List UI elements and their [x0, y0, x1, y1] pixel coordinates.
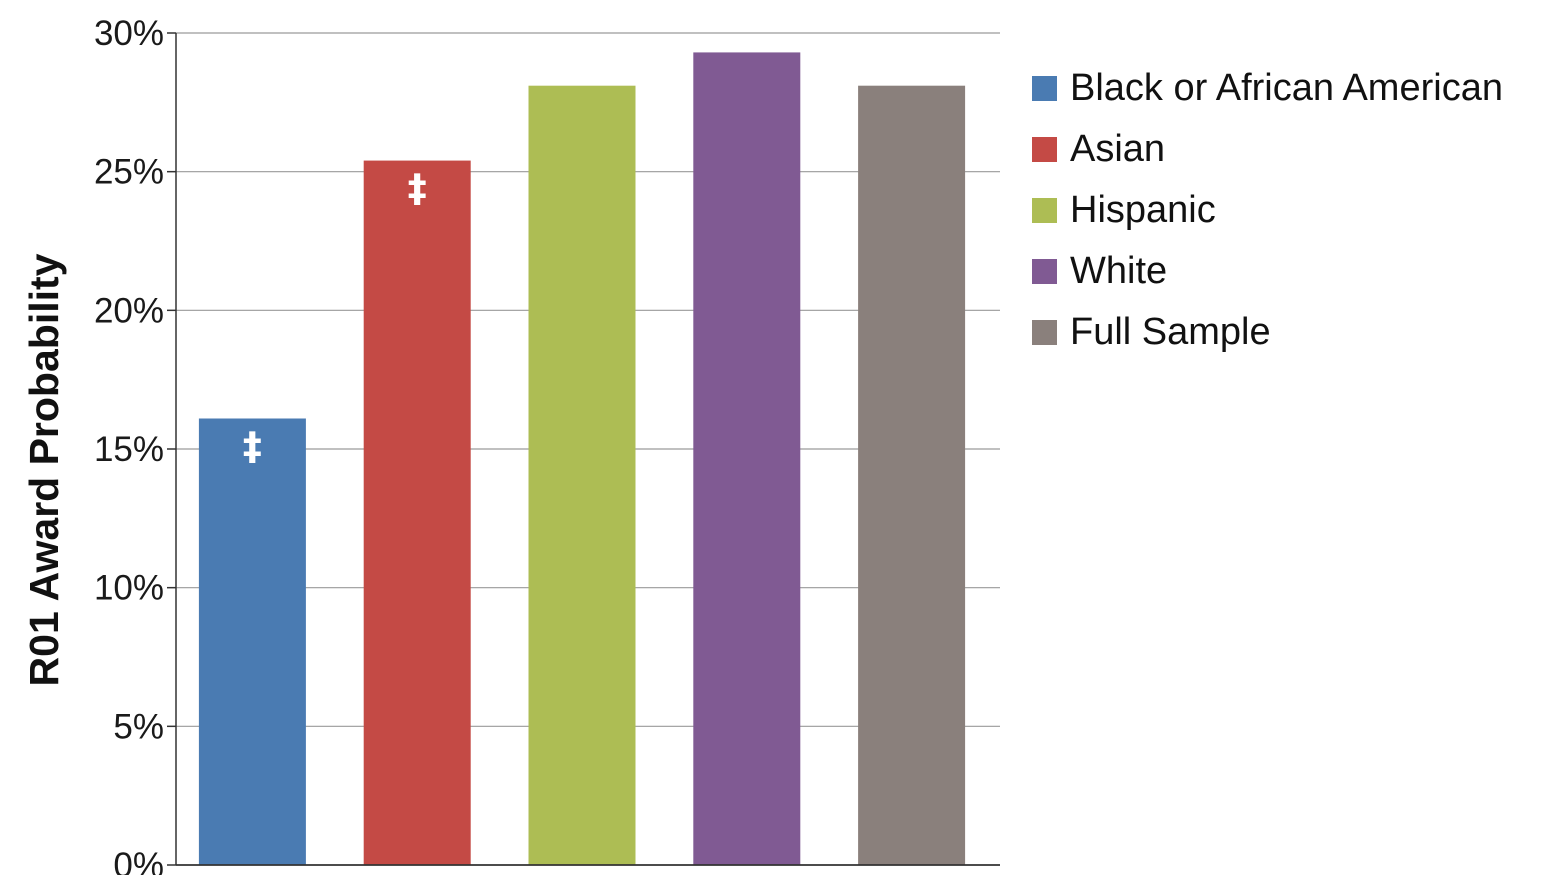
- bar-full-sample: [858, 85, 966, 865]
- legend-label: Asian: [1070, 128, 1166, 170]
- legend-swatch: [1032, 259, 1057, 284]
- legend: Black or African American Asian Hispanic Wh…: [1032, 58, 1503, 363]
- legend-label: White: [1070, 250, 1168, 292]
- y-tick-labels: 0% 5% 10% 15% 20% 25% 30%: [94, 14, 164, 875]
- bar-annotations: ‡‡: [243, 167, 427, 469]
- y-tick-label: 30%: [94, 14, 164, 53]
- legend-swatch: [1032, 198, 1057, 223]
- bar-black-or-african-american: [198, 418, 306, 865]
- y-tick-label: 25%: [94, 153, 164, 192]
- legend-swatch: [1032, 76, 1057, 101]
- y-axis-title: R01 Award Probability: [21, 253, 67, 686]
- significance-marker: ‡: [243, 424, 262, 468]
- legend-label: Hispanic: [1070, 189, 1216, 231]
- y-tick-label: 5%: [113, 707, 164, 746]
- legend-swatch: [1032, 137, 1057, 162]
- y-tick-label: 0%: [113, 846, 164, 875]
- bar-hispanic: [528, 85, 636, 865]
- legend-swatch: [1032, 320, 1057, 345]
- bars: [198, 52, 966, 866]
- bar-white: [693, 52, 801, 866]
- significance-marker: ‡: [408, 167, 427, 211]
- y-tick-label: 10%: [94, 569, 164, 608]
- legend-item: Hispanic: [1032, 180, 1503, 241]
- legend-label: Full Sample: [1070, 311, 1271, 353]
- legend-label: Black or African American: [1070, 67, 1503, 109]
- legend-item: Asian: [1032, 119, 1503, 180]
- legend-item: Full Sample: [1032, 302, 1503, 363]
- axes: [167, 32, 1000, 866]
- y-tick-label: 20%: [94, 291, 164, 330]
- legend-item: Black or African American: [1032, 58, 1503, 119]
- y-tick-label: 15%: [94, 430, 164, 469]
- legend-item: White: [1032, 241, 1503, 302]
- bar-asian: [363, 160, 471, 865]
